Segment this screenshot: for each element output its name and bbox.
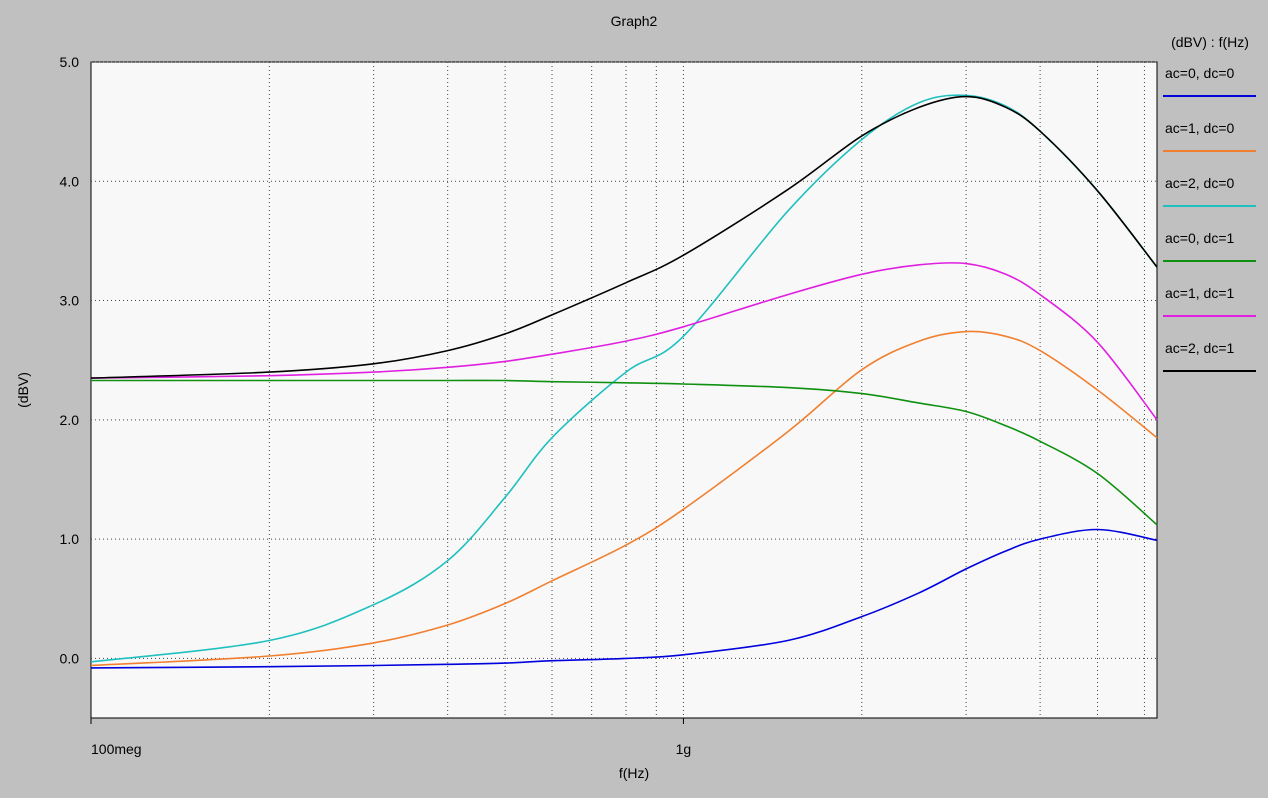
series-line — [90, 95, 1158, 379]
legend-entry-label: ac=1, dc=1 — [1165, 285, 1234, 301]
y-tick-label: 4.0 — [60, 173, 80, 189]
legend-entry-label: ac=2, dc=1 — [1165, 340, 1234, 356]
x-tick-label: 1g — [676, 741, 692, 757]
y-tick-label: 1.0 — [60, 531, 80, 547]
legend-entry-label: ac=0, dc=0 — [1165, 65, 1234, 81]
x-tick-label: 100meg — [91, 741, 142, 757]
legend: ac=0, dc=0 ac=1, dc=0 ac=2, dc=0 ac=0, dc=1… — [1163, 65, 1256, 372]
chart-title: Graph2 — [611, 13, 658, 29]
series-line — [90, 330, 1158, 667]
x-tick-labels: 100meg 1g — [90, 718, 692, 757]
plot-area[interactable] — [90, 61, 1158, 719]
legend-entry-label: ac=1, dc=0 — [1165, 120, 1234, 136]
series-line — [90, 262, 1158, 421]
y-tick-labels: 0.0 1.0 2.0 3.0 4.0 5.0 — [60, 54, 80, 666]
series-line — [91, 379, 1158, 526]
y-tick-label: 0.0 — [60, 650, 80, 666]
series-line — [90, 528, 1158, 669]
y-axis-label: (dBV) — [15, 372, 31, 408]
y-tick-label: 3.0 — [60, 293, 80, 309]
legend-entry-label: ac=2, dc=0 — [1165, 175, 1234, 191]
x-axis-label: f(Hz) — [619, 765, 649, 781]
y-tick-label: 2.0 — [60, 412, 80, 428]
y-tick-label: 5.0 — [60, 54, 80, 70]
series-group — [90, 94, 1158, 669]
legend-title: (dBV) : f(Hz) — [1171, 34, 1249, 50]
legend-entry-label: ac=0, dc=1 — [1165, 230, 1234, 246]
